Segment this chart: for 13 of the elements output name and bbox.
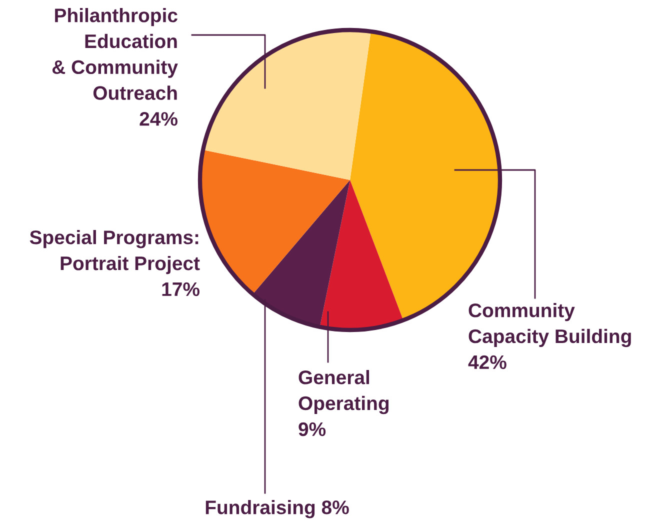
- slice-label: General Operating: [298, 370, 389, 414]
- slice-label: Fundraising 8%: [206, 500, 349, 518]
- slice-label: Community Capacity Building: [468, 303, 631, 348]
- pie-slice: [203, 30, 371, 180]
- data-label: 9%: [298, 422, 326, 436]
- pie-slice: [200, 150, 350, 294]
- slice-label: Special Programs: Portrait Project: [30, 230, 200, 274]
- data-label: 42%: [468, 355, 506, 370]
- pie-slice: [320, 180, 404, 330]
- data-label: 24%: [140, 112, 178, 126]
- data-label: 17%: [162, 282, 200, 296]
- pie-slice: [252, 180, 350, 327]
- slice-label: Philanthropic Education & Community Outreach: [52, 8, 178, 100]
